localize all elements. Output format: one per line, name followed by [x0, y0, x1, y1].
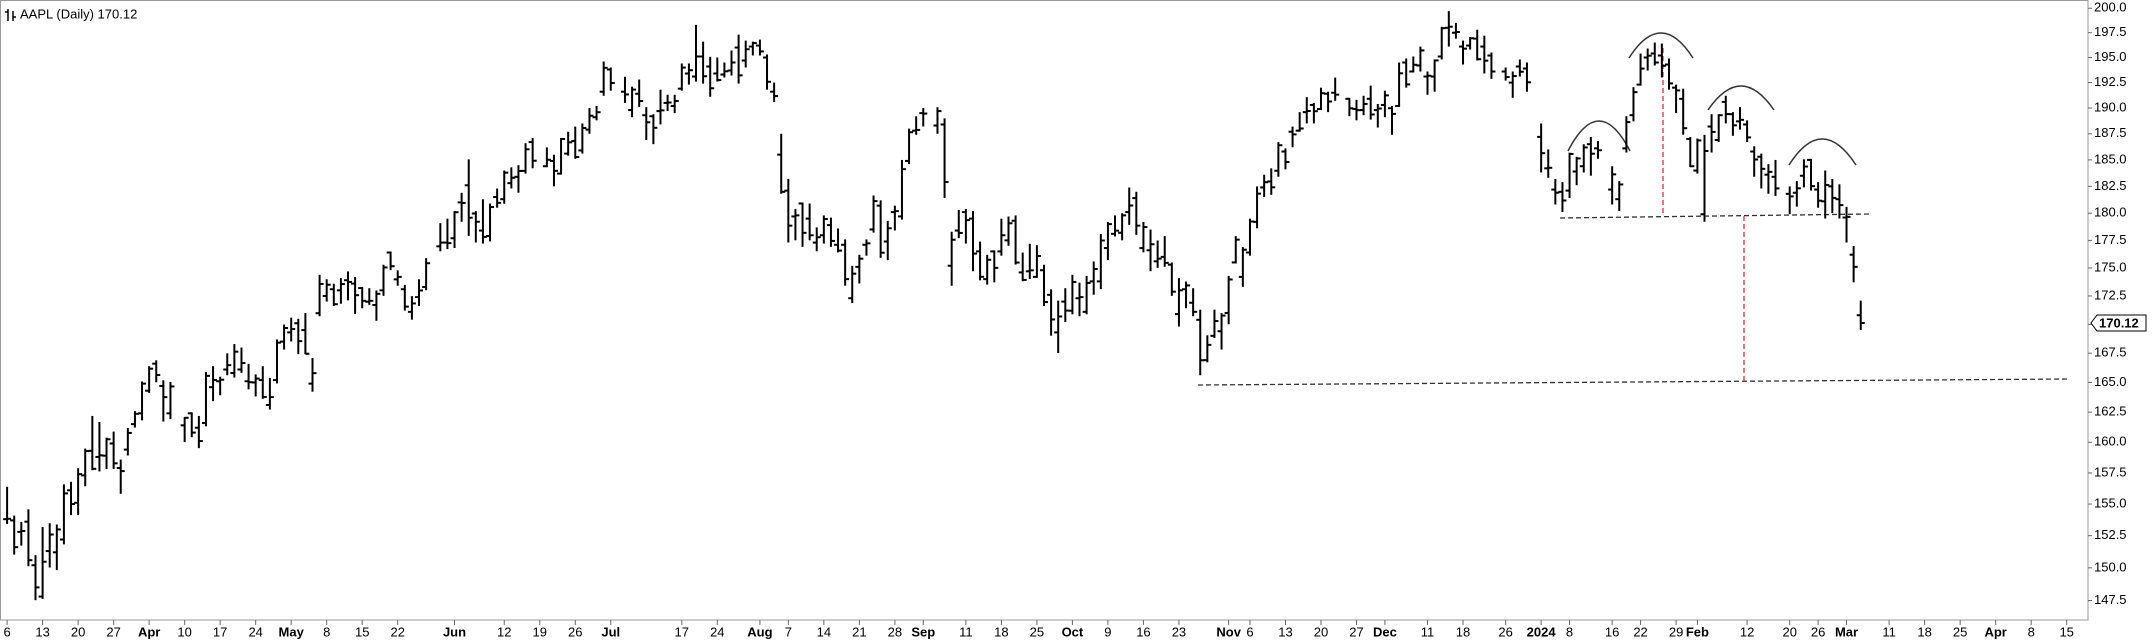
x-tick-label: 20 — [1314, 624, 1328, 639]
y-tick-label: 160.0 — [2094, 434, 2127, 449]
head-arc — [1628, 32, 1694, 59]
x-tick-label: 26 — [1498, 624, 1512, 639]
x-tick-label: 24 — [710, 624, 724, 639]
x-tick-label: 18 — [1917, 624, 1931, 639]
y-tick-label: 172.5 — [2094, 287, 2127, 302]
x-tick-label: 28 — [888, 624, 902, 639]
x-tick-label: 9 — [1104, 624, 1111, 639]
x-tick-label: 22 — [390, 624, 404, 639]
plot-frame — [0, 0, 2089, 621]
y-tick-label: 180.0 — [2094, 205, 2127, 220]
support-line — [1197, 378, 2070, 386]
x-tick-label: 26 — [568, 624, 582, 639]
y-tick-label: 175.0 — [2094, 259, 2127, 274]
x-tick-label: 20 — [71, 624, 85, 639]
y-tick-label: 192.5 — [2094, 74, 2127, 89]
y-tick-label: 185.0 — [2094, 151, 2127, 166]
y-tick-label: 187.5 — [2094, 125, 2127, 140]
x-tick-label: 12 — [1740, 624, 1754, 639]
right-shoulder-arc — [1707, 85, 1775, 111]
x-tick-label: 25 — [1030, 624, 1044, 639]
chart-title: AAPL (Daily) 170.12 — [20, 6, 137, 21]
x-tick-label: 15 — [2059, 624, 2073, 639]
x-tick-label: 11 — [959, 624, 973, 639]
y-tick-label: 165.0 — [2094, 374, 2127, 389]
x-tick-label: 8 — [323, 624, 330, 639]
x-tick-label: 15 — [355, 624, 369, 639]
x-tick-label: 7 — [785, 624, 792, 639]
x-tick-label: 27 — [106, 624, 120, 639]
x-tick-label: 19 — [533, 624, 547, 639]
x-tick-label: 17 — [213, 624, 227, 639]
x-tick-label: 11 — [1421, 624, 1435, 639]
annotations — [1197, 32, 2070, 386]
neckline — [1559, 213, 1872, 219]
y-tick-label: 190.0 — [2094, 99, 2127, 114]
y-tick-label: 197.5 — [2094, 24, 2127, 39]
x-tick-label: Oct — [1062, 624, 1084, 639]
x-tick-label: 24 — [248, 624, 262, 639]
x-tick-label: 6 — [1246, 624, 1253, 639]
x-tick-label: Apr — [138, 624, 160, 639]
y-tick-label: 182.5 — [2094, 178, 2127, 193]
x-tick-label: Nov — [1216, 624, 1241, 639]
last-price-tag — [2090, 314, 2147, 332]
x-tick-label: 22 — [1633, 624, 1647, 639]
x-tick-label: 13 — [35, 624, 49, 639]
y-tick-label: 162.5 — [2094, 404, 2127, 419]
x-tick-label: Jul — [601, 624, 620, 639]
last-price-label: 170.12 — [2099, 315, 2139, 330]
x-tick-label: 17 — [675, 624, 689, 639]
x-tick-label: 8 — [1566, 624, 1573, 639]
x-tick-label: 16 — [1605, 624, 1619, 639]
y-tick-label: 177.5 — [2094, 232, 2127, 247]
x-tick-label: 27 — [1349, 624, 1363, 639]
x-tick-label: 18 — [1456, 624, 1470, 639]
y-tick-label: 195.0 — [2094, 49, 2127, 64]
second-right-shoulder-arc — [1788, 138, 1857, 166]
y-tick-label: 152.5 — [2094, 527, 2127, 542]
x-tick-label: Apr — [1984, 624, 2006, 639]
x-tick-label: 23 — [1172, 624, 1186, 639]
x-tick-label: 20 — [1782, 624, 1796, 639]
y-tick-label: 200.0 — [2094, 0, 2127, 15]
x-tick-label: Sep — [911, 624, 935, 639]
x-tick-label: 2024 — [1527, 624, 1557, 639]
left-shoulder-arc — [1567, 120, 1631, 152]
x-tick-label: 6 — [3, 624, 10, 639]
x-tick-label: Aug — [747, 624, 772, 639]
x-tick-label: 18 — [994, 624, 1008, 639]
x-tick-label: 11 — [1882, 624, 1896, 639]
y-tick-label: 157.5 — [2094, 464, 2127, 479]
x-tick-label: 14 — [817, 624, 831, 639]
x-tick-label: Mar — [1835, 624, 1858, 639]
x-tick-label: 25 — [1953, 624, 1967, 639]
y-tick-label: 155.0 — [2094, 495, 2127, 510]
title-icon — [5, 9, 16, 21]
x-tick-label: 8 — [2028, 624, 2035, 639]
x-tick-label: 29 — [1669, 624, 1683, 639]
x-tick-label: May — [279, 624, 305, 639]
x-tick-label: Dec — [1373, 624, 1397, 639]
x-tick-label: Jun — [443, 624, 466, 639]
x-tick-label: 13 — [1278, 624, 1292, 639]
x-tick-label: 10 — [177, 624, 191, 639]
x-tick-label: 16 — [1136, 624, 1150, 639]
x-tick-label: Feb — [1686, 624, 1709, 639]
x-tick-label: 21 — [852, 624, 866, 639]
x-tick-label: 12 — [497, 624, 511, 639]
y-tick-label: 167.5 — [2094, 345, 2127, 360]
y-tick-label: 147.5 — [2094, 592, 2127, 607]
x-tick-label: 26 — [1811, 624, 1825, 639]
y-tick-label: 150.0 — [2094, 559, 2127, 574]
